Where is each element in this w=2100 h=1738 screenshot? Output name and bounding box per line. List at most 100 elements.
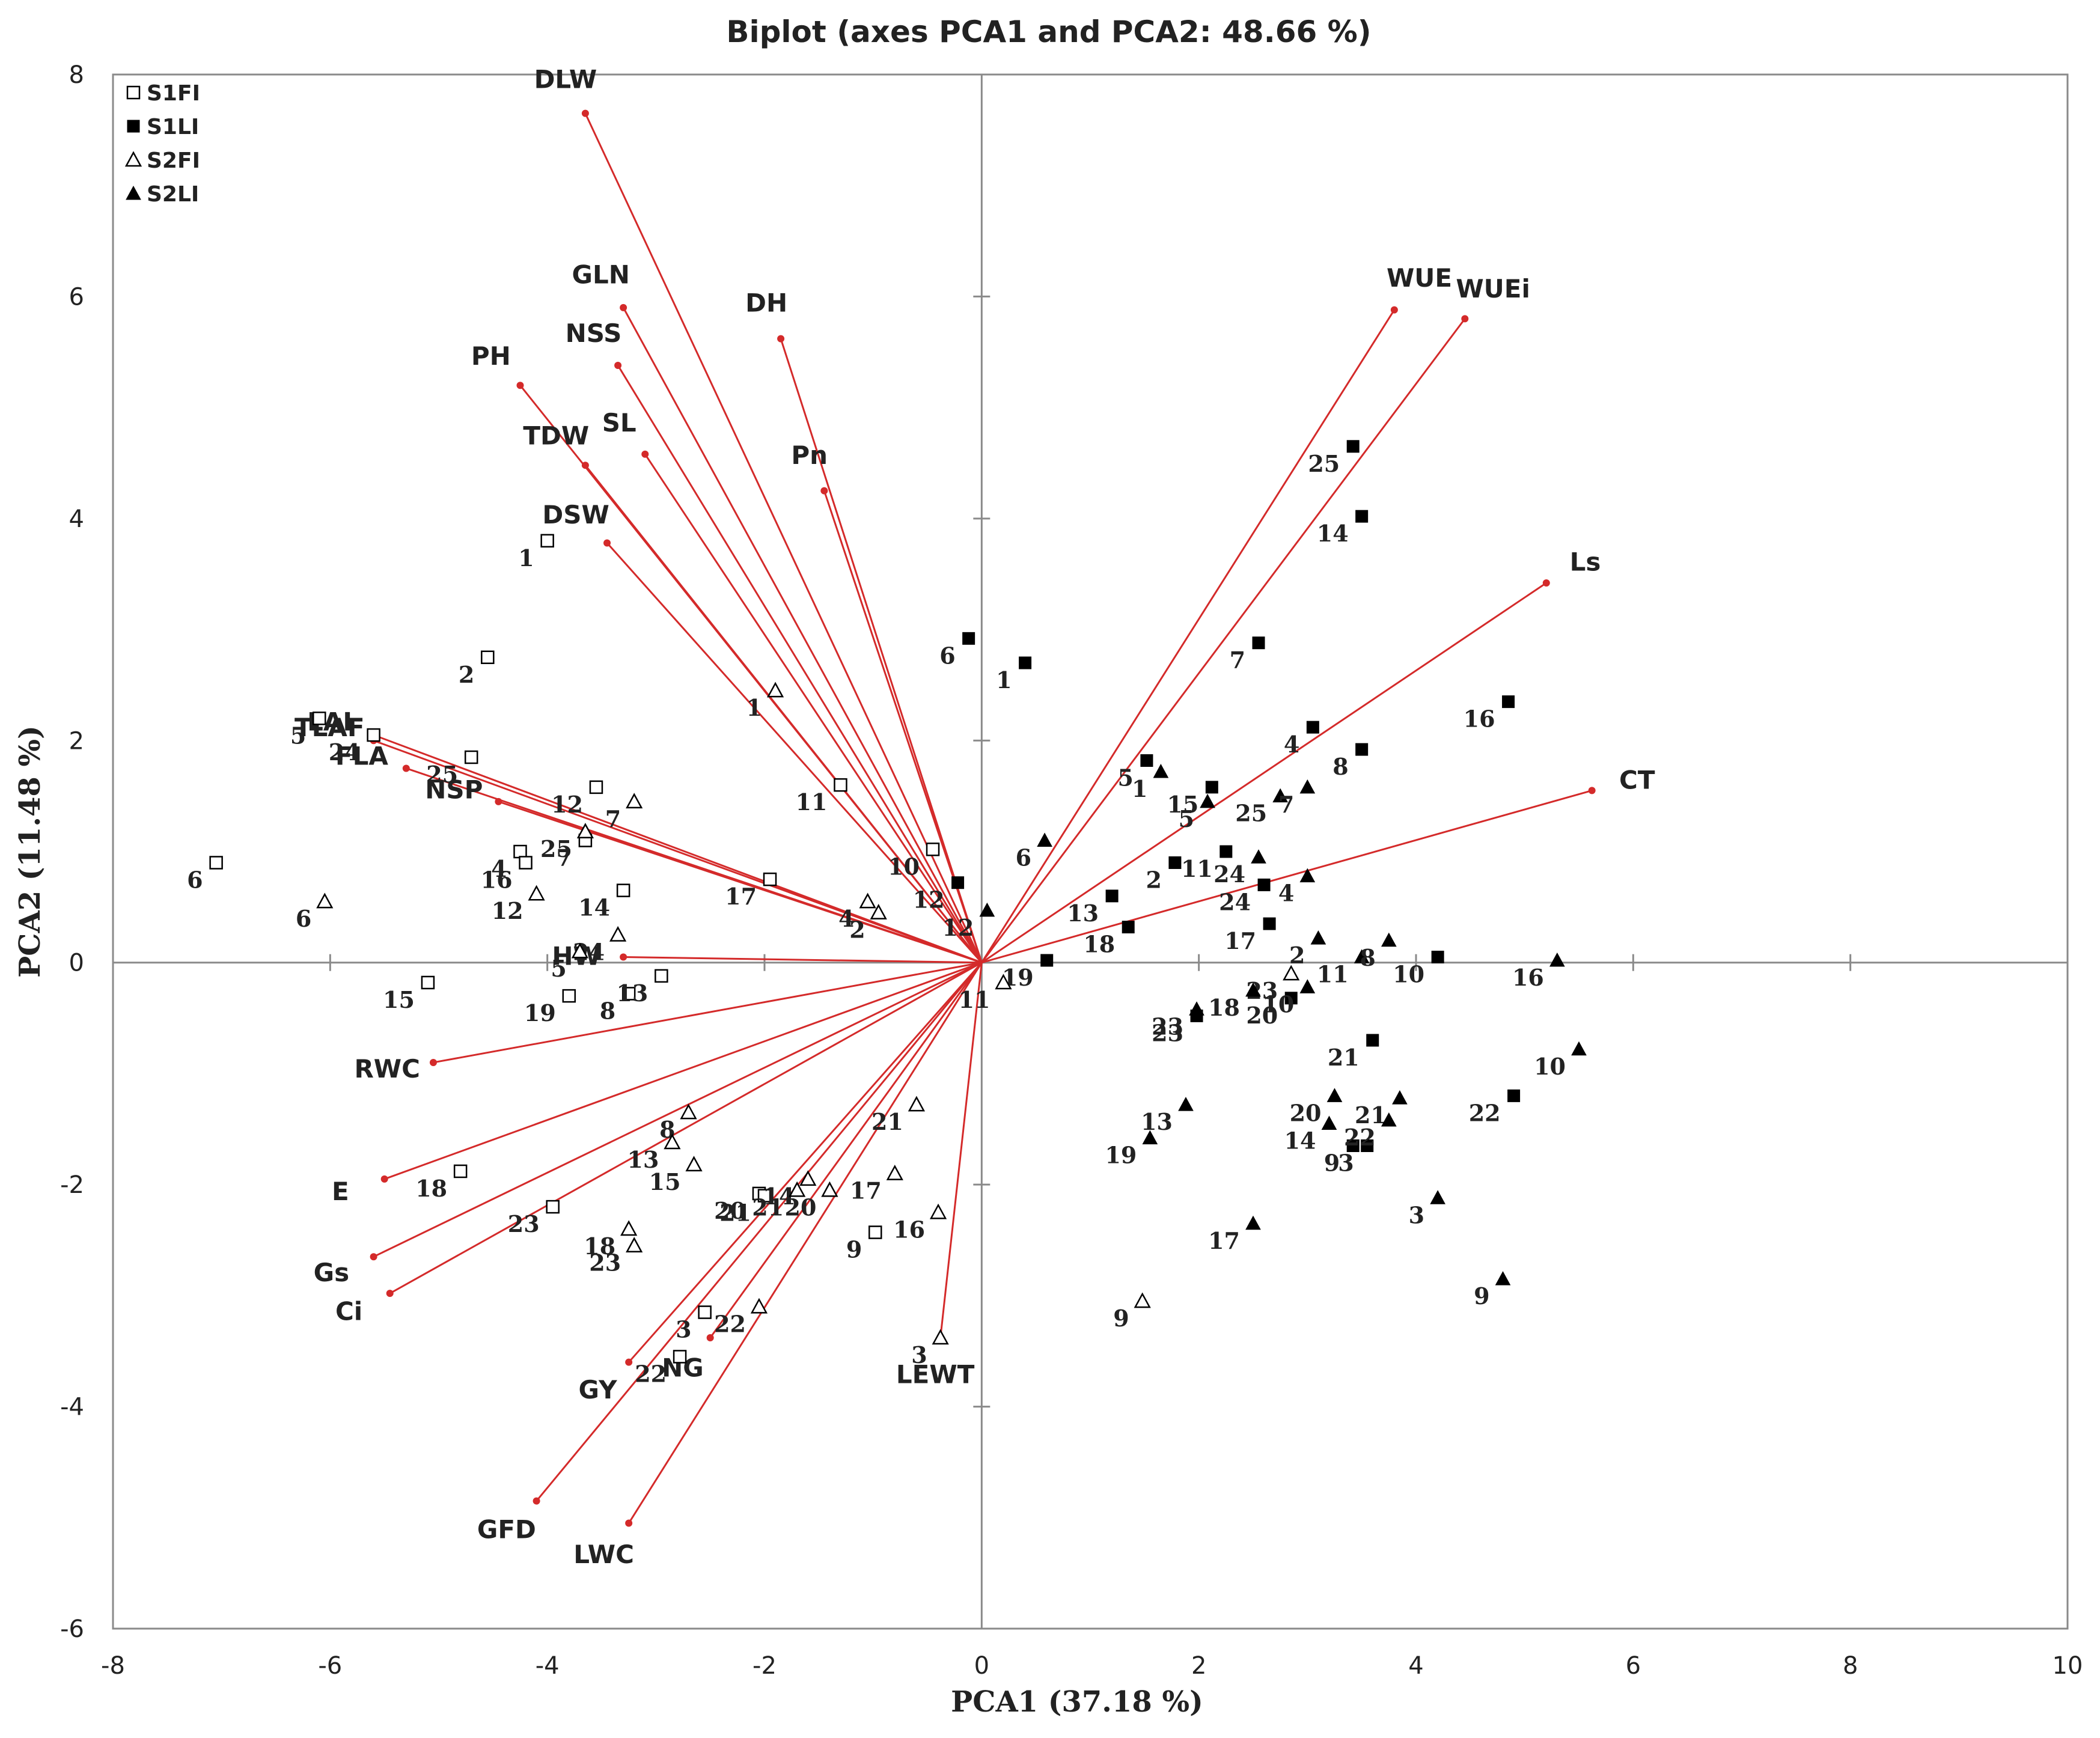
loading-vector-tip [625,1358,633,1366]
data-point-label: 22 [714,1310,746,1337]
data-point-s1fi [673,1350,687,1364]
data-point-s2li [1326,1088,1343,1102]
data-point-label: 8 [1332,753,1348,780]
data-point-label: 16 [1464,706,1495,733]
data-point-label: 1 [996,666,1012,694]
y-tick-label: 4 [69,505,84,533]
loading-vector-label: SL [602,408,636,438]
loading-vector-tip [429,1058,437,1066]
data-point-label: 5 [551,955,566,982]
data-point-s2li [1153,763,1169,778]
data-point-label: 5 [1179,805,1194,832]
data-point-label: 12 [551,791,583,818]
data-point-s1fi [616,883,630,897]
loading-vector-label: Gs [314,1258,349,1287]
data-point-s2li [1354,949,1370,963]
data-point-label: 11 [959,986,990,1013]
data-point-s1fi [562,989,576,1003]
data-point-label: 14 [1317,520,1349,547]
loading-vector-label: NSS [566,319,622,348]
loading-vector-tip [620,303,627,311]
x-tick-label: -2 [752,1652,777,1680]
data-point-label: 3 [676,1316,691,1343]
y-tick-label: 8 [69,61,84,89]
legend-label-s2li: S2LI [147,182,199,207]
data-point-s2li [1381,1112,1397,1127]
data-point-label: 4 [491,855,507,882]
data-point-s2li [1299,868,1316,883]
data-point-label: 21 [871,1108,903,1135]
data-point-label: 6 [187,866,203,893]
data-point-s2li [1037,832,1052,847]
data-point-label: 25 [1235,800,1267,827]
x-tick-label: -4 [536,1652,560,1680]
data-point-label: 9 [1113,1305,1129,1332]
loading-vectors: DLWGLNNSSPHDHSLTDWPnDSWLAITLAFFLANSPHWRW… [295,64,1655,1569]
data-point-label: 3 [911,1341,927,1368]
data-point-s1fi [621,987,636,1001]
data-point-label: 16 [1512,964,1544,991]
data-point-s1li [1431,950,1444,963]
data-point-label: 25 [540,835,572,862]
y-tick-label: 2 [69,727,84,755]
data-point-s2fi [609,925,627,942]
data-point-label: 7 [1278,791,1294,818]
data-point-s1li [1105,889,1119,903]
loading-vector-tip [370,1253,377,1261]
data-point-label: 6 [1016,844,1031,871]
data-point-label: 21 [752,1194,784,1221]
data-point-label: 14 [578,894,610,921]
loading-vector-e [384,962,982,1180]
data-point-label: 17 [1224,927,1256,954]
loading-vector-label: CT [1619,766,1655,795]
data-point-label: 11 [796,788,828,816]
data-point-label: 23 [1152,1019,1183,1046]
data-point-label: 11 [1317,960,1349,987]
data-point-s2li [979,902,995,917]
legend-label-s1li: S1LI [147,115,199,139]
data-point-s2fi [932,1329,949,1345]
data-point-s2li [1142,1130,1158,1145]
loading-vector-tip [516,382,524,389]
x-tick-label: 8 [1843,1652,1858,1680]
loading-vector-ls [981,582,1547,963]
data-point-label: 23 [1152,1013,1183,1040]
data-point-label: 20 [1290,1099,1322,1126]
data-point-label: 3 [1409,1201,1424,1228]
data-point-label: 14 [1284,1127,1316,1154]
data-point-s2fi [626,1237,643,1252]
loading-vector-dlw [584,113,983,963]
loading-vector-tip [1390,306,1398,314]
data-point-s2fi [528,885,545,901]
data-point-s1li [951,876,965,889]
x-tick-label: -6 [318,1652,342,1680]
data-point-s2fi [576,823,594,839]
data-point-s2li [1571,1041,1587,1056]
loading-vector-tip [581,462,589,469]
data-point-label: 17 [850,1177,882,1204]
data-point-label: 24 [1219,888,1251,915]
loading-vector-label: TDW [523,421,589,451]
data-point-label: 8 [600,997,615,1024]
data-point-label: 4 [1284,731,1299,758]
data-point-s1li [1502,695,1515,709]
data-point-label: 17 [1208,1227,1240,1254]
data-point-s2li [1381,932,1397,947]
loading-vector-dh [780,338,983,963]
data-point-s1fi [453,1164,468,1178]
legend-marker-s2li [126,185,141,200]
loading-vector-ct [981,789,1593,964]
loading-vector-tip [386,1290,394,1297]
data-point-s2li [1321,1115,1337,1130]
loading-vector-gfd [536,962,983,1502]
data-point-s2li [1549,952,1565,967]
data-point-label: 12 [492,897,523,924]
legend-label-s2fi: S2FI [147,148,200,173]
axes-layer [112,73,2069,1630]
legend-marker-s2fi [124,151,142,167]
data-point-s1fi [868,1225,882,1239]
data-point-label: 6 [296,905,311,932]
data-point-s1li [1355,743,1369,756]
